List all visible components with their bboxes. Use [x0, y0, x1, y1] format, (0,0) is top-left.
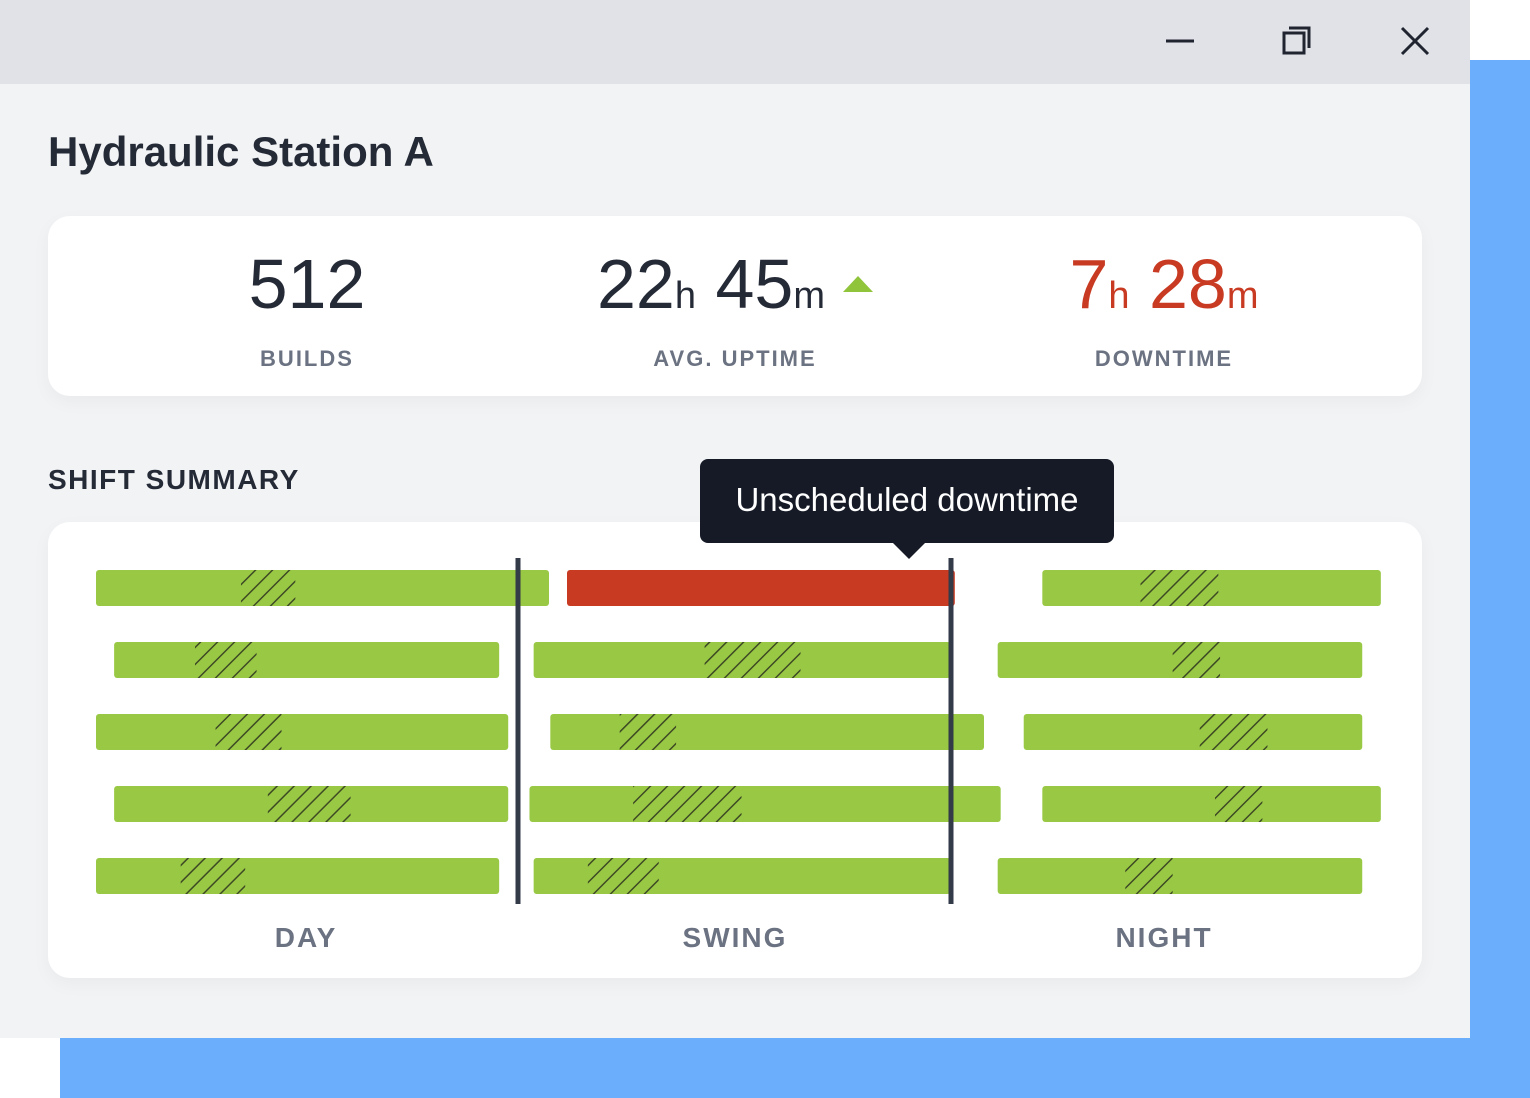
shift-label-day: DAY	[275, 922, 338, 953]
section-title: SHIFT SUMMARY	[48, 464, 300, 495]
downtime-minutes-unit: m	[1226, 275, 1259, 317]
uptime-minutes: 45	[715, 245, 794, 323]
downtime-value: 7h 28m	[935, 244, 1393, 336]
shift-bar[interactable]	[96, 570, 549, 606]
close-icon	[1400, 26, 1430, 56]
hatched-segment	[240, 570, 296, 606]
downtime-hours-unit: h	[1108, 275, 1130, 317]
shift-bar[interactable]	[550, 714, 984, 750]
downtime-minutes: 28	[1149, 245, 1227, 323]
hatched-segment	[1125, 858, 1173, 894]
shift-bar[interactable]	[114, 642, 500, 678]
builds-label: BUILDS	[260, 346, 354, 371]
hatched-segment	[1214, 786, 1263, 822]
shift-bar[interactable]	[96, 858, 500, 894]
shift-bar[interactable]	[1023, 714, 1363, 750]
hatched-segment	[267, 786, 351, 822]
hatched-segment	[194, 642, 257, 678]
hatched-segment	[1140, 570, 1219, 606]
hatched-segment	[619, 714, 677, 750]
hatched-segment	[180, 858, 246, 894]
shift-timeline-chart: DAY SWING NIGHT	[96, 558, 1381, 953]
uptime-label: AVG. UPTIME	[653, 346, 817, 371]
hatched-segment	[704, 642, 801, 678]
page-title: Hydraulic Station A	[48, 128, 434, 175]
shift-label-night: NIGHT	[1115, 922, 1212, 953]
minimize-button[interactable]	[1157, 18, 1203, 64]
triangle-up-icon	[843, 276, 873, 292]
shift-bar[interactable]	[997, 858, 1363, 894]
hatched-segment	[1199, 714, 1268, 750]
shift-bar[interactable]	[1042, 786, 1381, 822]
hatched-segment	[633, 786, 742, 822]
uptime-hours: 22	[597, 245, 675, 323]
builds-value: 512	[248, 245, 366, 323]
downtime-stat: 7h 28m DOWNTIME	[935, 216, 1393, 396]
shift-chart-card: DAY SWING NIGHT	[48, 522, 1422, 978]
minimize-icon	[1166, 39, 1194, 43]
shift-bar[interactable]	[529, 786, 1001, 822]
hatched-segment	[215, 714, 282, 750]
hatched-segment	[1172, 642, 1221, 678]
hatched-segment	[587, 858, 659, 894]
downtime-tooltip: Unscheduled downtime	[700, 459, 1114, 559]
shift-label-swing: SWING	[683, 922, 788, 953]
downtime-bar[interactable]	[567, 570, 955, 606]
close-button[interactable]	[1392, 18, 1438, 64]
uptime-stat: 22h 45m AVG. UPTIME	[506, 216, 964, 396]
downtime-hours: 7	[1069, 245, 1109, 323]
title-bar	[0, 0, 1470, 84]
builds-stat: 512 BUILDS	[78, 216, 536, 396]
uptime-hours-unit: h	[674, 275, 697, 317]
uptime-minutes-unit: m	[793, 275, 825, 317]
restore-button[interactable]	[1273, 18, 1319, 64]
uptime-value: 22h 45m	[506, 244, 964, 336]
downtime-label: DOWNTIME	[1094, 346, 1234, 371]
stats-card: 512 BUILDS 22h 45m AVG. UPTIME 7h 28m DO…	[48, 216, 1422, 396]
shift-bar[interactable]	[96, 714, 509, 750]
app-window: Hydraulic Station A 512 BUILDS 22h 45m A…	[0, 0, 1470, 1038]
restore-icon	[1282, 26, 1311, 55]
